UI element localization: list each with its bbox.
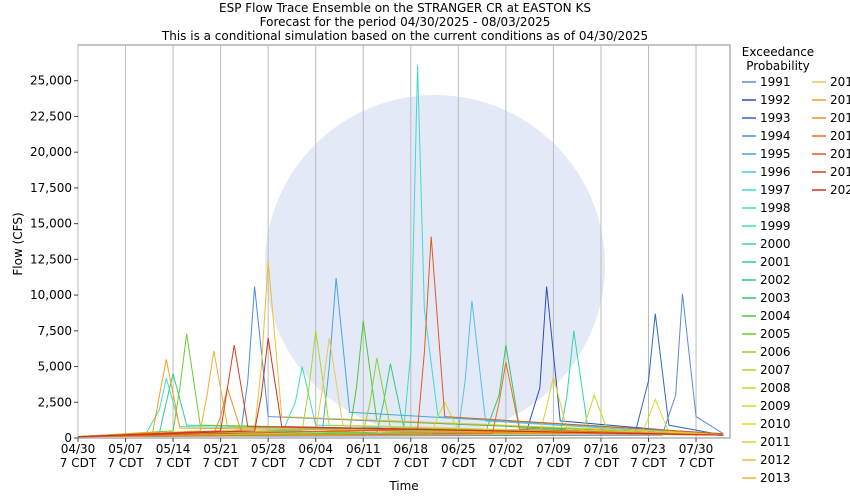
- legend-label: 2007: [760, 363, 791, 377]
- series-line: [77, 362, 724, 438]
- series-line: [77, 345, 724, 438]
- chart-subtitle: Forecast for the period 04/30/2025 - 08/…: [260, 15, 551, 29]
- legend-label: 1994: [760, 129, 791, 143]
- y-tick-label: 0: [64, 431, 72, 445]
- x-tick-label: 07/16 7 CDT: [582, 442, 620, 470]
- legend-label: 2018: [830, 147, 850, 161]
- y-tick-label: 25,000: [30, 74, 72, 88]
- y-axis-label: Flow (CFS): [11, 212, 25, 275]
- legend-label: 2002: [760, 273, 791, 287]
- series-line: [77, 357, 724, 438]
- x-tick-label: 05/07 7 CDT: [107, 442, 144, 470]
- legend-label: 1997: [760, 183, 791, 197]
- legend-label: 2004: [760, 309, 791, 323]
- y-tick-label: 12,500: [30, 252, 72, 266]
- legend-label: 2017: [830, 129, 850, 143]
- legend-label: 1993: [760, 111, 791, 125]
- x-tick-label: 07/02 7 CDT: [487, 442, 525, 470]
- x-tick-label: 07/23 7 CDT: [630, 442, 667, 470]
- x-tick-label: 06/11 7 CDT: [345, 442, 382, 470]
- legend-label: 2013: [760, 471, 791, 485]
- series-line: [77, 293, 724, 438]
- y-tick-label: 15,000: [30, 217, 72, 231]
- legend-label: 2015: [830, 93, 850, 107]
- legend-label: 1995: [760, 147, 791, 161]
- legend-label: 1996: [760, 165, 791, 179]
- legend-label: 2014: [830, 75, 850, 89]
- x-tick-label: 05/21 7 CDT: [202, 442, 239, 470]
- legend-label: 1991: [760, 75, 791, 89]
- legend-label: 1999: [760, 219, 791, 233]
- legend-label: 2008: [760, 381, 791, 395]
- x-tick-label: 06/18 7 CDT: [392, 442, 429, 470]
- y-tick-label: 20,000: [30, 145, 72, 159]
- series-line: [77, 337, 724, 438]
- series-line: [77, 337, 724, 438]
- series-line: [77, 260, 724, 438]
- legend-label: 2016: [830, 111, 850, 125]
- legend-label: 1992: [760, 93, 791, 107]
- series-line: [77, 359, 724, 438]
- legend-label: 2006: [760, 345, 791, 359]
- y-tick-label: 2,500: [38, 395, 72, 409]
- chart-note: This is a conditional simulation based o…: [161, 29, 648, 43]
- x-tick-label: 05/14 7 CDT: [154, 442, 192, 470]
- watermark: [265, 95, 605, 435]
- legend-label: 2010: [760, 417, 791, 431]
- y-tick-label: 5,000: [38, 360, 72, 374]
- legend-label: 2012: [760, 453, 791, 467]
- legend-label: 2020: [830, 183, 850, 197]
- x-tick-label: 04/30 7 CDT: [59, 442, 97, 470]
- legend-label: 2009: [760, 399, 791, 413]
- x-tick-label: 06/25 7 CDT: [440, 442, 477, 470]
- legend-label: 2005: [760, 327, 791, 341]
- x-tick-label: 05/28 7 CDT: [249, 442, 287, 470]
- x-tick-label: 07/09 7 CDT: [535, 442, 572, 470]
- series-line: [77, 398, 724, 438]
- y-tick-label: 10,000: [30, 288, 72, 302]
- series-line: [77, 345, 724, 438]
- y-tick-label: 7,500: [38, 324, 72, 338]
- legend-title: Exceedance Probability: [741, 45, 815, 73]
- y-tick-label: 17,500: [30, 181, 72, 195]
- chart-title: ESP Flow Trace Ensemble on the STRANGER …: [219, 1, 591, 15]
- x-tick-label: 07/30 7 CDT: [677, 442, 715, 470]
- legend-label: 2000: [760, 237, 791, 251]
- legend-label: 2003: [760, 291, 791, 305]
- y-tick-label: 22,500: [30, 109, 72, 123]
- legend-label: 1998: [760, 201, 791, 215]
- series-line: [77, 236, 724, 438]
- x-axis-label: Time: [388, 479, 418, 493]
- x-tick-label: 06/04 7 CDT: [297, 442, 334, 470]
- legend-label: 2019: [830, 165, 850, 179]
- legend-label: 2011: [760, 435, 791, 449]
- legend-label: 2001: [760, 255, 791, 269]
